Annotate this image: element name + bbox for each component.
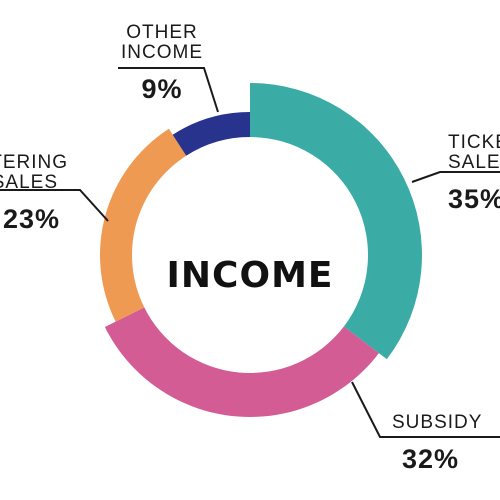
slice-label: OTHER [126,22,198,43]
slice-label: SALES [448,152,500,173]
slice-label: INCOME [121,42,203,63]
slice-value-label: 35% [448,184,500,214]
slice-label: SALES [0,172,58,193]
leader-line [0,189,109,222]
slice-value-label: 32% [402,444,459,474]
slice-subsidy [104,307,379,418]
leader-line [118,67,219,113]
slice-labels: TICKETSALES35%SUBSIDY32%CATERINGSALES23%… [0,22,500,474]
chart-title: INCOME [167,255,334,296]
slice-label: SUBSIDY [392,412,482,433]
slice-catering-sales [100,128,187,322]
slice-label: CATERING [0,152,68,173]
leader-lines [0,67,500,438]
slice-other-income [172,112,250,156]
leader-line [351,381,500,438]
slice-value-label: 9% [141,74,182,104]
donut-slices [100,83,422,418]
slice-value-label: 23% [3,204,60,234]
slice-label: TICKET [448,132,500,153]
leader-line [411,171,500,183]
slice-ticket-sales [250,83,422,360]
